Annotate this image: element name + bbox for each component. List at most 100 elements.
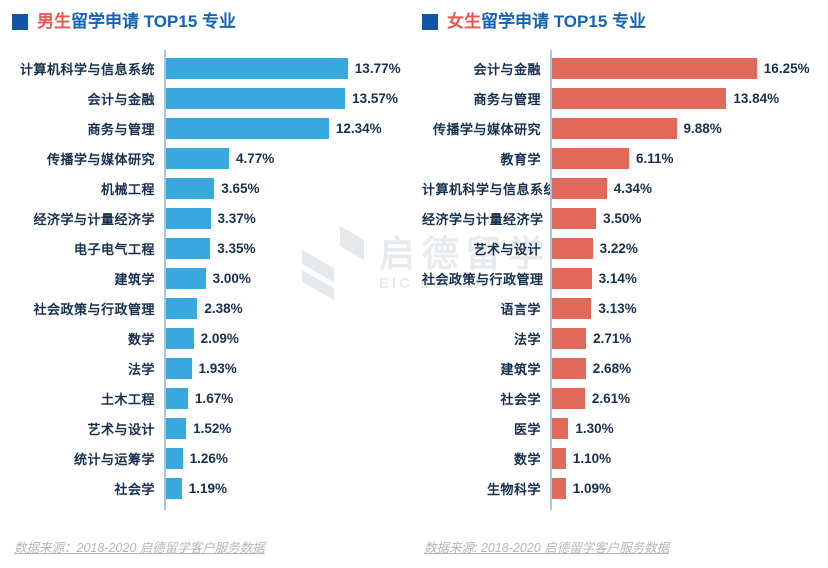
value-label: 2.71%: [593, 330, 632, 346]
bar: [552, 57, 757, 79]
bar-area: 1.93%: [166, 357, 237, 379]
value-label: 6.11%: [636, 150, 674, 166]
bar-row: 统计与运筹学 1.26%: [12, 443, 412, 473]
bar: [552, 177, 607, 199]
bar: [166, 387, 188, 409]
bar-row: 生物科学 1.09%: [422, 473, 822, 503]
value-label: 1.09%: [572, 480, 611, 496]
bar: [166, 117, 329, 139]
bar-row: 经济学与计量经济学 3.37%: [12, 203, 412, 233]
bar-row: 建筑学 3.00%: [12, 263, 412, 293]
value-label: 1.52%: [193, 420, 232, 436]
value-label: 1.67%: [195, 390, 234, 406]
bar-row: 社会政策与行政管理 2.38%: [12, 293, 412, 323]
value-label: 3.35%: [217, 240, 256, 256]
bar: [552, 87, 727, 109]
bar-row: 电子电气工程 3.35%: [12, 233, 412, 263]
bar-area: 3.13%: [552, 297, 637, 319]
title-rest: 留学申请 TOP15 专业: [481, 12, 646, 31]
bar-area: 3.22%: [552, 237, 638, 259]
category-label: 土木工程: [100, 391, 155, 407]
category-label: 商务与管理: [473, 91, 541, 107]
watermark-brand-en: EIC EDUCATION: [379, 274, 536, 292]
bar-row: 艺术与设计 1.52%: [12, 413, 412, 443]
category-label: 电子电气工程: [73, 241, 155, 257]
category-label: 会计与金融: [473, 61, 541, 77]
bar: [552, 417, 569, 439]
bar: [552, 117, 677, 139]
bar: [166, 237, 211, 259]
title-marker-icon: [422, 14, 438, 30]
bar-area: 9.88%: [552, 117, 722, 139]
bar-area: 1.30%: [552, 417, 614, 439]
bar-rows-male: 计算机科学与信息系统 13.77% 会计与金融 13.57% 商务与管理 12.34% 传播…: [12, 50, 412, 510]
bar-row: 机械工程 3.65%: [12, 173, 412, 203]
bar: [166, 297, 198, 319]
bar-row: 社会学 2.61%: [422, 383, 822, 413]
category-label: 法学: [127, 361, 155, 377]
bar-rows-female: 会计与金融 16.25% 商务与管理 13.84% 传播学与媒体研究 9.88% 教育学 6.…: [422, 50, 822, 510]
category-label: 建筑学: [114, 271, 155, 287]
value-label: 9.88%: [683, 120, 722, 136]
value-label: 13.57%: [352, 90, 398, 106]
bar-area: 3.37%: [166, 207, 256, 229]
watermark-text: 启德留学 EIC EDUCATION: [379, 234, 551, 292]
bar: [166, 447, 183, 469]
category-label: 法学: [513, 331, 541, 347]
source-note-male: 数据来源：2018-2020 启德留学客户服务数据: [14, 541, 265, 555]
bar: [552, 387, 585, 409]
value-label: 1.93%: [198, 360, 237, 376]
value-label: 2.61%: [591, 390, 631, 406]
value-label: 1.19%: [188, 480, 227, 496]
bar: [552, 207, 597, 229]
value-label: 3.50%: [603, 210, 642, 226]
value-label: 3.22%: [599, 240, 638, 256]
category-label: 社会学: [114, 481, 155, 497]
category-label: 经济学与计量经济学: [422, 211, 544, 227]
bar: [552, 297, 592, 319]
chart-title-male: 男生留学申请 TOP15 专业: [12, 12, 412, 32]
bar: [552, 447, 566, 469]
bar-row: 数学 1.10%: [422, 443, 822, 473]
bar: [166, 267, 206, 289]
bar: [166, 357, 192, 379]
bar: [166, 57, 348, 79]
bar-area: 3.65%: [166, 177, 259, 199]
bar-row: 医学 1.30%: [422, 413, 822, 443]
bar-area: 4.34%: [552, 177, 652, 199]
category-label: 会计与金融: [87, 91, 155, 107]
bar-row: 计算机科学与信息系统 4.34%: [422, 173, 822, 203]
bar-row: 传播学与媒体研究 9.88%: [422, 113, 822, 143]
bar: [552, 477, 566, 499]
watermark: 启德留学 EIC EDUCATION: [302, 226, 551, 300]
bar: [166, 87, 346, 109]
bar-area: 16.25%: [552, 57, 810, 79]
category-label: 数学: [127, 331, 155, 347]
bar-row: 社会政策与行政管理 3.14%: [422, 263, 822, 293]
value-label: 1.30%: [575, 420, 614, 436]
bar: [552, 327, 587, 349]
title-highlight: 男生: [37, 12, 71, 31]
category-label: 经济学与计量经济学: [33, 211, 155, 227]
title-highlight: 女生: [447, 12, 481, 31]
category-label: 艺术与设计: [87, 421, 155, 437]
bar: [552, 357, 586, 379]
value-label: 2.68%: [592, 360, 632, 376]
category-label: 机械工程: [100, 181, 155, 197]
value-label: 13.84%: [733, 90, 780, 106]
value-label: 13.77%: [354, 60, 401, 76]
bar-area: 13.84%: [552, 87, 780, 109]
value-label: 3.37%: [217, 210, 256, 226]
bar-row: 建筑学 2.68%: [422, 353, 822, 383]
bar-row: 社会学 1.19%: [12, 473, 412, 503]
category-label: 建筑学: [500, 361, 541, 377]
category-label: 艺术与设计: [473, 241, 541, 257]
chart-title-text: 男生留学申请 TOP15 专业: [37, 12, 236, 32]
bar-row: 经济学与计量经济学 3.50%: [422, 203, 822, 233]
bar-area: 3.00%: [166, 267, 251, 289]
value-label: 4.34%: [613, 180, 652, 196]
bar-area: 2.38%: [166, 297, 243, 319]
category-label: 统计与运筹学: [73, 451, 155, 467]
bar-row: 土木工程 1.67%: [12, 383, 412, 413]
